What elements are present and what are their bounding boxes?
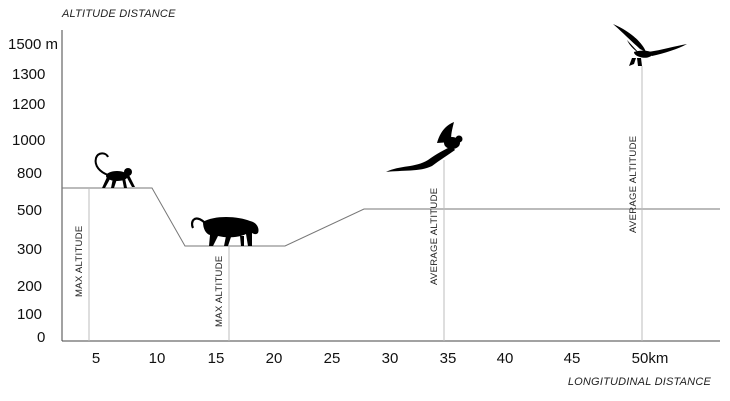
y-tick-label: 1300 [12, 66, 45, 83]
x-tick-label: 45 [564, 350, 581, 367]
x-tick-label: 30 [382, 350, 399, 367]
jaguar-altitude-label: MAX ALTITUDE [214, 255, 225, 327]
eagle-icon [613, 24, 687, 66]
y-tick-label: 300 [17, 241, 42, 258]
y-tick-label: 200 [17, 278, 42, 295]
x-tick-label: 25 [324, 350, 341, 367]
y-tick-label: 1500 m [8, 36, 58, 53]
y-tick-label: 1200 [12, 96, 45, 113]
jaguar-icon [190, 217, 259, 246]
y-axis-ticks: 1500 m 1300 1200 1000 800 500 300 200 10… [8, 36, 58, 346]
x-axis-title: LONGITUDINAL DISTANCE [568, 376, 712, 388]
monkey-altitude-label: MAX ALTITUDE [74, 225, 85, 297]
x-tick-label: 5 [92, 350, 100, 367]
monkey-icon [94, 152, 135, 188]
y-tick-label: 100 [17, 306, 42, 323]
x-tick-label: 35 [440, 350, 457, 367]
quetzal-icon [386, 122, 463, 172]
quetzal-altitude-label: AVERAGE ALTITUDE [429, 188, 440, 285]
terrain-profile-line [62, 187, 720, 247]
x-tick-label: 20 [266, 350, 283, 367]
y-axis-title: ALTITUDE DISTANCE [61, 8, 176, 20]
eagle-altitude-label: AVERAGE ALTITUDE [628, 136, 639, 233]
x-tick-label: 10 [149, 350, 166, 367]
x-axis-ticks: 5 10 15 20 25 30 35 40 45 50km [92, 350, 669, 367]
x-tick-label: 15 [208, 350, 225, 367]
y-tick-label: 1000 [12, 132, 45, 149]
x-tick-label: 50km [632, 350, 669, 367]
y-tick-label: 500 [17, 202, 42, 219]
x-tick-label: 40 [497, 350, 514, 367]
y-tick-label: 0 [37, 329, 45, 346]
y-tick-label: 800 [17, 165, 42, 182]
